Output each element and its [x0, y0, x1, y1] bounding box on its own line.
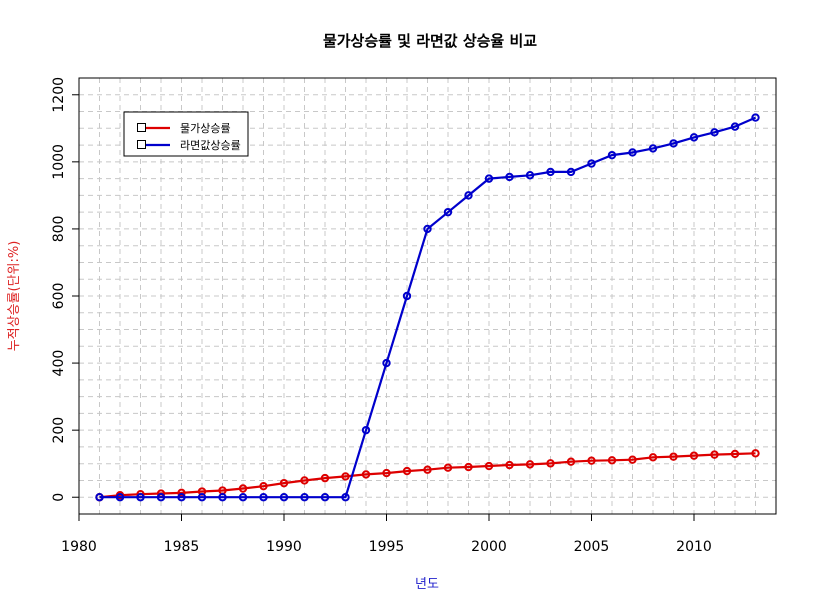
data-point	[115, 493, 125, 502]
series-group	[95, 113, 760, 502]
data-point	[136, 493, 145, 502]
data-point	[320, 493, 330, 502]
data-point	[628, 455, 637, 464]
data-point	[423, 224, 432, 234]
data-point	[423, 465, 432, 474]
data-point	[341, 472, 350, 481]
y-tick-label: 0	[51, 493, 67, 502]
y-tick-label: 200	[51, 417, 67, 444]
y-axis-label: 누적상승률(단위:%)	[7, 241, 22, 352]
data-point	[218, 493, 227, 502]
data-point	[464, 191, 473, 200]
data-point	[505, 460, 514, 470]
x-tick-label: 1990	[266, 539, 302, 555]
data-point	[730, 122, 740, 131]
data-point	[751, 449, 760, 458]
data-point	[607, 150, 617, 160]
data-point	[238, 484, 248, 493]
y-tick-label: 1200	[51, 77, 67, 113]
x-axis-label: 년도	[415, 577, 439, 592]
data-point	[259, 481, 268, 491]
data-point	[710, 128, 719, 137]
legend-marker	[137, 123, 146, 132]
data-point	[402, 466, 412, 476]
data-point	[689, 451, 699, 460]
data-point	[525, 171, 535, 180]
x-tick-label: 1985	[164, 539, 200, 555]
data-point	[402, 291, 412, 301]
data-point	[505, 172, 514, 182]
x-tick-label: 2005	[574, 539, 610, 555]
data-point	[484, 461, 494, 471]
data-point	[382, 358, 391, 368]
data-point	[648, 144, 658, 153]
x-tick-label: 2000	[471, 539, 507, 555]
data-point	[300, 476, 309, 485]
data-point	[689, 133, 699, 142]
data-point	[177, 488, 186, 498]
data-point	[566, 167, 576, 177]
data-point	[382, 468, 391, 478]
legend-marker	[137, 140, 146, 149]
data-point	[238, 493, 248, 502]
data-point	[710, 450, 719, 459]
data-point	[279, 478, 289, 488]
data-point	[361, 425, 371, 435]
data-point	[484, 174, 494, 183]
series-line-1	[99, 452, 756, 499]
data-point	[177, 493, 186, 502]
data-point	[546, 459, 555, 468]
y-axis: 0 200 400 600 800 1000 1200	[51, 77, 80, 502]
legend-label: 라면값상승률	[180, 139, 241, 152]
data-point	[300, 493, 309, 502]
y-tick-label: 800	[51, 216, 67, 243]
data-point	[730, 449, 740, 459]
data-point	[156, 493, 166, 502]
data-point	[279, 493, 289, 502]
data-point	[669, 139, 678, 148]
data-point	[607, 456, 617, 465]
data-point	[751, 113, 760, 122]
data-point	[320, 473, 330, 483]
x-tick-label: 1995	[369, 539, 405, 555]
y-tick-label: 400	[51, 350, 67, 377]
data-point	[464, 462, 473, 472]
data-point	[587, 456, 596, 465]
x-tick-label: 1980	[61, 539, 97, 555]
data-point	[669, 452, 678, 461]
chart-title: 물가상승률 및 라면값 상승율 비교	[323, 32, 537, 50]
data-point	[341, 493, 350, 502]
data-point	[197, 493, 207, 502]
y-tick-label: 600	[51, 283, 67, 310]
data-point	[546, 167, 555, 177]
data-point	[525, 460, 535, 469]
data-point	[361, 470, 371, 479]
data-point	[443, 207, 453, 217]
data-point	[443, 463, 453, 472]
series-line-2	[99, 116, 756, 499]
data-point	[648, 453, 658, 462]
data-point	[628, 148, 637, 157]
legend-label: 물가상승률	[180, 122, 231, 135]
data-point	[95, 493, 104, 502]
y-tick-label: 1000	[51, 144, 67, 180]
data-point	[587, 159, 596, 168]
x-tick-label: 2010	[676, 539, 712, 555]
x-axis: 1980 1985 1990 1995 2000 2005 2010	[61, 513, 712, 555]
data-point	[566, 457, 576, 466]
data-point	[259, 493, 268, 502]
